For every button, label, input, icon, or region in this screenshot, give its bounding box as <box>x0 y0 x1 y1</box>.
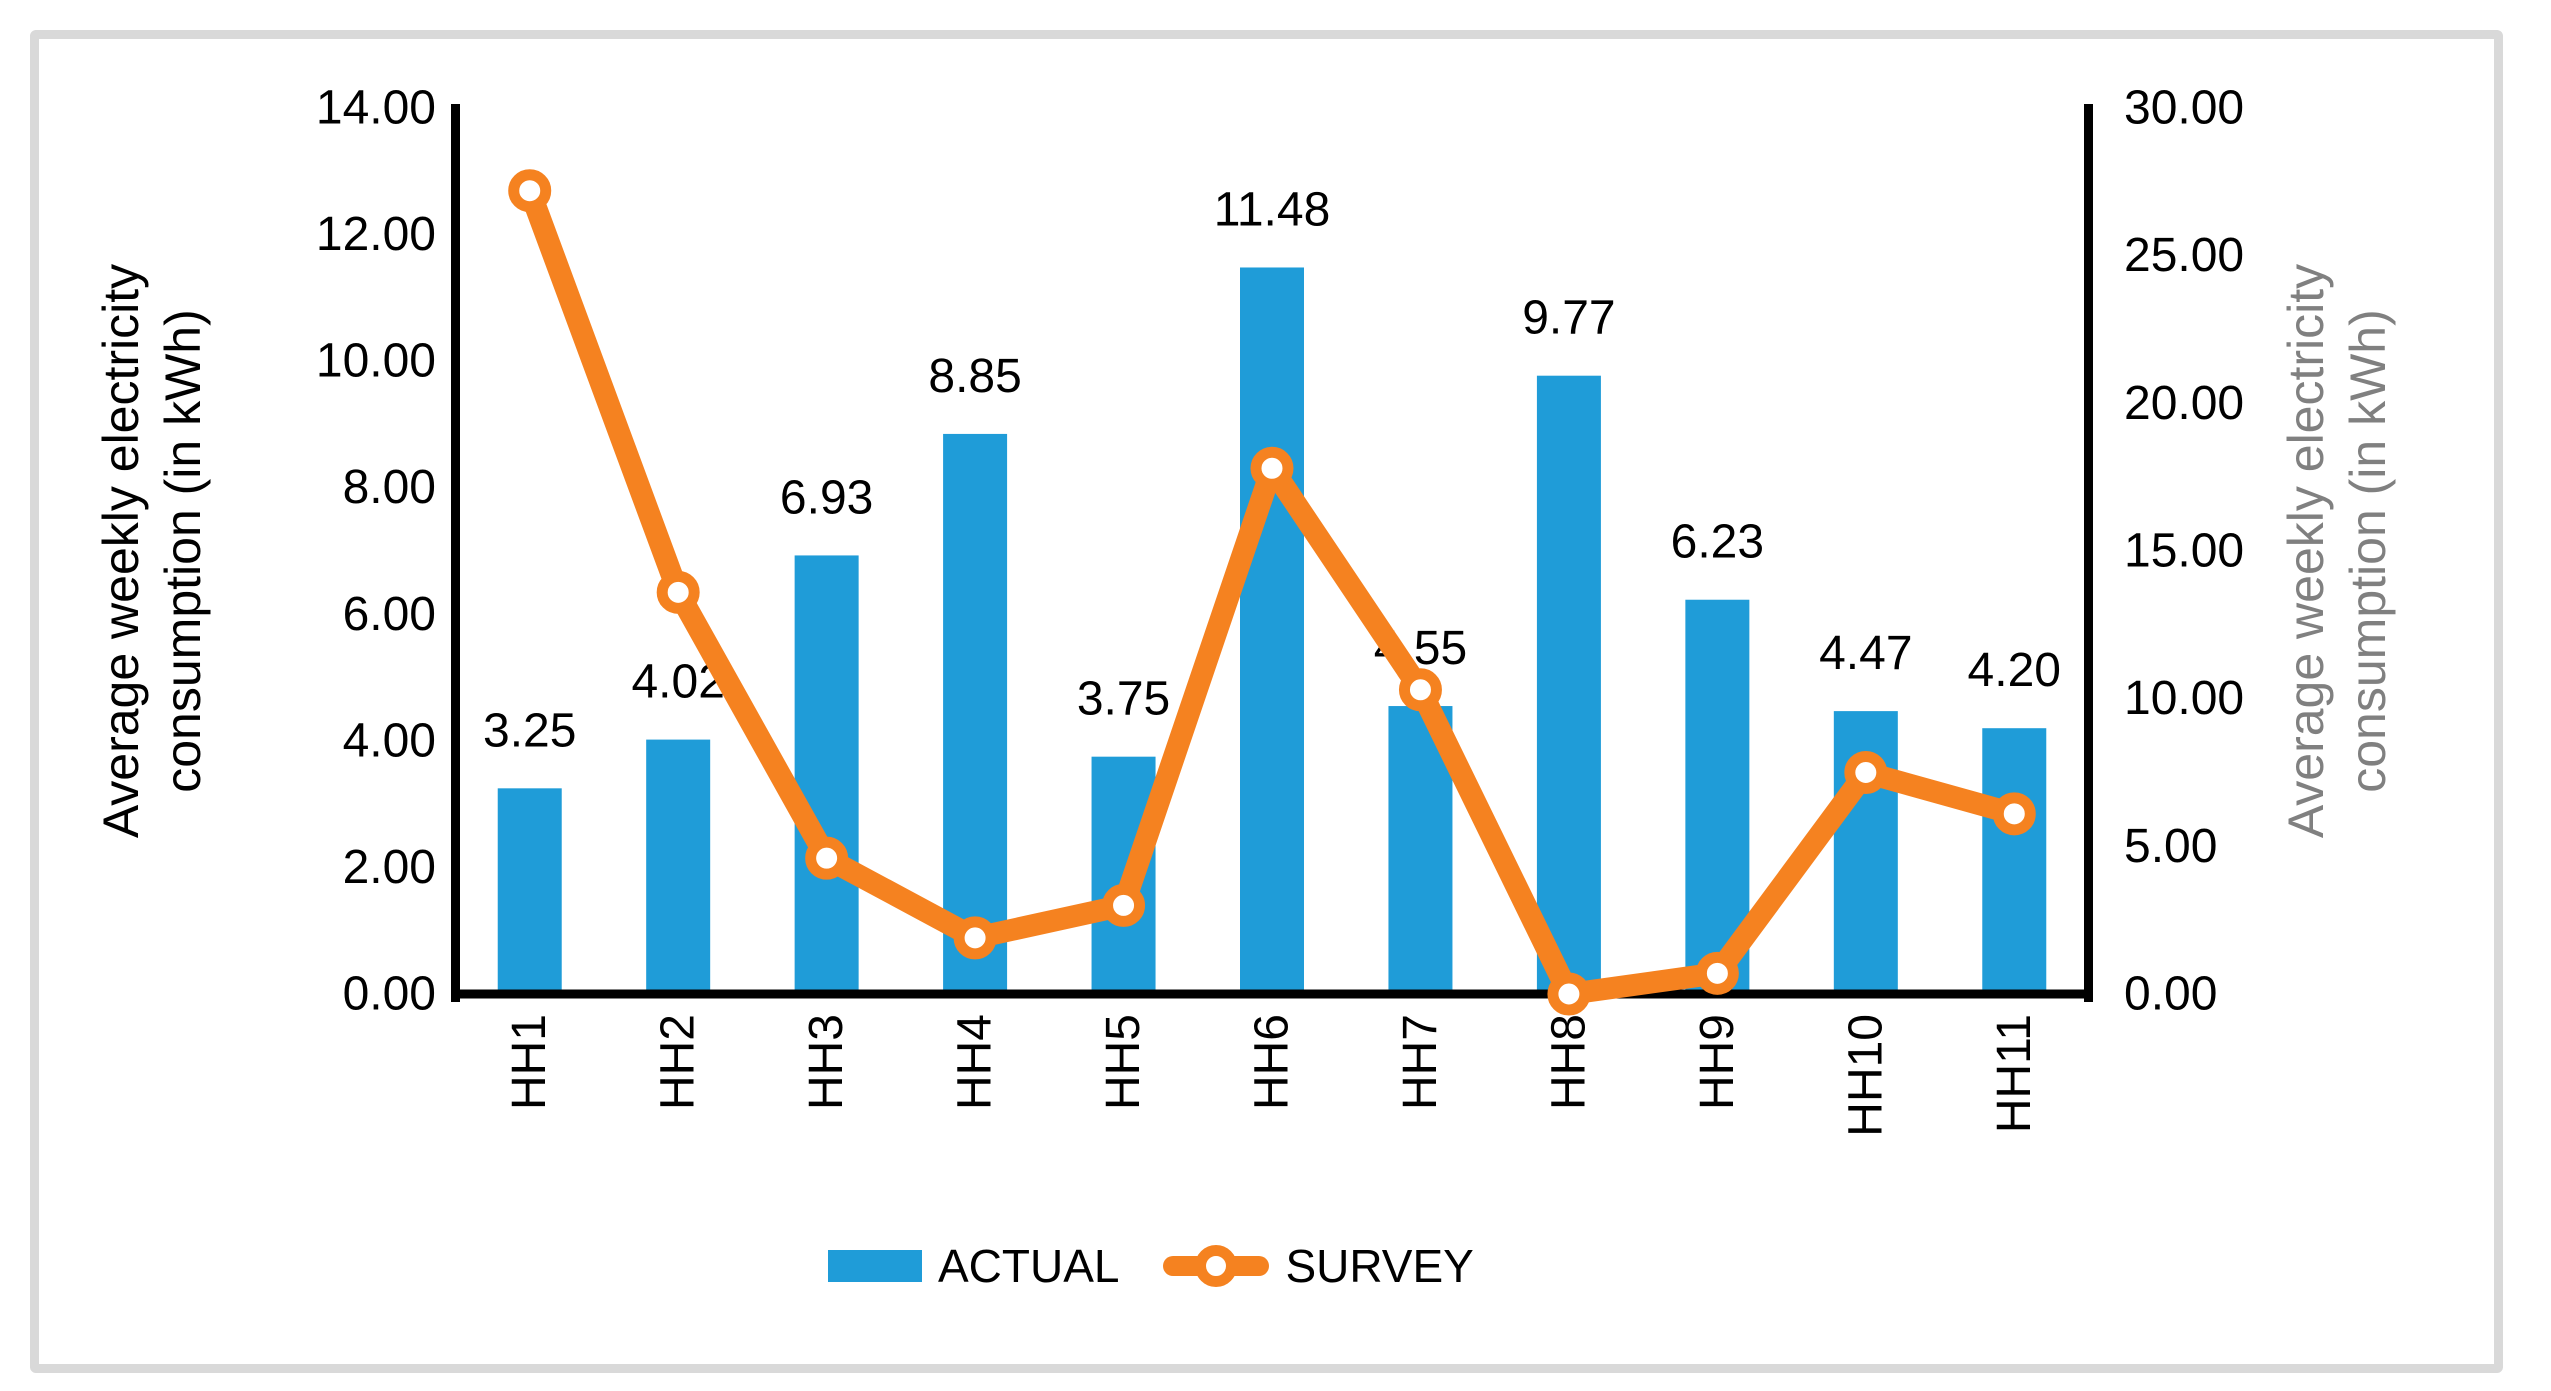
survey-marker-HH11 <box>1992 792 2036 836</box>
legend-survey-label: SURVEY <box>1285 1240 1474 1292</box>
category-label-HH6: HH6 <box>1246 1014 1299 1110</box>
legend-survey-marker-icon <box>1195 1245 1238 1287</box>
survey-marker-HH10 <box>1844 751 1888 794</box>
bar-value-label-HH3: 6.93 <box>780 471 873 524</box>
bar-HH6 <box>1240 267 1304 995</box>
legend: ACTUAL SURVEY <box>828 1238 1474 1294</box>
x-axis-line <box>451 989 2093 999</box>
bar-value-label-HH8: 9.77 <box>1522 292 1615 345</box>
bar-HH1 <box>497 788 562 994</box>
right-axis-tick-10.00: 10.00 <box>2124 672 2244 725</box>
bar-value-label-HH9: 6.23 <box>1671 516 1764 569</box>
right-axis-title-line1: Average weekly electricity <box>2278 263 2334 839</box>
bar-value-label-HH11: 4.20 <box>1968 644 2061 697</box>
bar-HH11 <box>1982 728 2047 994</box>
bar-HH3 <box>794 555 859 994</box>
chart-border-frame <box>30 30 2503 1373</box>
survey-marker-HH3 <box>805 836 849 880</box>
right-axis-tick-30.00: 30.00 <box>2124 82 2244 135</box>
bar-HH8 <box>1536 375 1601 994</box>
left-axis-tick-12.00: 12.00 <box>316 208 436 261</box>
legend-actual-label: ACTUAL <box>938 1240 1120 1292</box>
survey-marker-HH6 <box>1250 446 1294 490</box>
legend-survey-swatch <box>1163 1245 1270 1287</box>
bar-value-label-HH4: 8.85 <box>928 350 1021 403</box>
left-axis-tick-10.00: 10.00 <box>316 335 436 388</box>
survey-marker-HH5 <box>1102 883 1146 927</box>
category-label-HH10: HH10 <box>1839 1014 1892 1137</box>
bar-value-label-HH1: 3.25 <box>483 704 576 757</box>
left-axis-tick-2.00: 2.00 <box>343 841 436 894</box>
category-label-HH2: HH2 <box>652 1014 705 1110</box>
left-axis-tick-6.00: 6.00 <box>343 588 436 641</box>
bar-value-label-HH5: 3.75 <box>1077 673 1170 726</box>
left-axis-title: Average weekly electricity consumption (… <box>90 101 214 1001</box>
right-axis-tick-5.00: 5.00 <box>2124 820 2217 873</box>
legend-item-actual: ACTUAL <box>828 1239 1119 1293</box>
category-label-HH7: HH7 <box>1394 1014 1447 1110</box>
bar-value-label-HH10: 4.47 <box>1819 627 1912 680</box>
bar-HH4 <box>943 433 1008 995</box>
left-axis-tick-8.00: 8.00 <box>343 461 436 514</box>
left-axis-line <box>451 104 460 1002</box>
right-axis-tick-15.00: 15.00 <box>2124 525 2244 578</box>
left-axis-tick-0.00: 0.00 <box>343 968 436 1021</box>
category-label-HH5: HH5 <box>1097 1014 1150 1110</box>
category-label-HH1: HH1 <box>503 1014 556 1110</box>
category-label-HH8: HH8 <box>1542 1014 1595 1110</box>
category-label-HH11: HH11 <box>1988 1014 2041 1133</box>
right-axis-tick-0.00: 0.00 <box>2124 968 2217 1021</box>
survey-marker-HH8 <box>1547 972 1591 1016</box>
category-label-HH4: HH4 <box>949 1014 1002 1110</box>
survey-marker-HH7 <box>1398 668 1442 712</box>
category-label-HH3: HH3 <box>800 1014 853 1110</box>
left-axis-title-line2: consumption (in kWh) <box>155 309 211 793</box>
survey-marker-HH1 <box>508 169 552 213</box>
left-axis-title-line1: Average weekly electricity <box>93 263 149 839</box>
bar-value-label-HH6: 11.48 <box>1214 183 1331 236</box>
right-axis-title: Average weekly electricity consumption (… <box>2275 101 2399 1001</box>
survey-marker-HH4 <box>953 916 997 960</box>
bar-HH2 <box>646 739 711 994</box>
legend-item-survey: SURVEY <box>1163 1239 1474 1293</box>
right-axis-tick-25.00: 25.00 <box>2124 229 2244 282</box>
left-axis-tick-4.00: 4.00 <box>343 714 436 767</box>
survey-marker-HH9 <box>1695 951 1739 995</box>
survey-marker-HH2 <box>656 570 700 614</box>
category-label-HH9: HH9 <box>1691 1014 1744 1110</box>
right-axis-line <box>2084 104 2093 1002</box>
right-axis-tick-20.00: 20.00 <box>2124 377 2244 430</box>
right-axis-title-line2: consumption (in kWh) <box>2340 309 2396 793</box>
left-axis-tick-14.00: 14.00 <box>316 82 436 135</box>
legend-actual-swatch <box>828 1250 922 1282</box>
